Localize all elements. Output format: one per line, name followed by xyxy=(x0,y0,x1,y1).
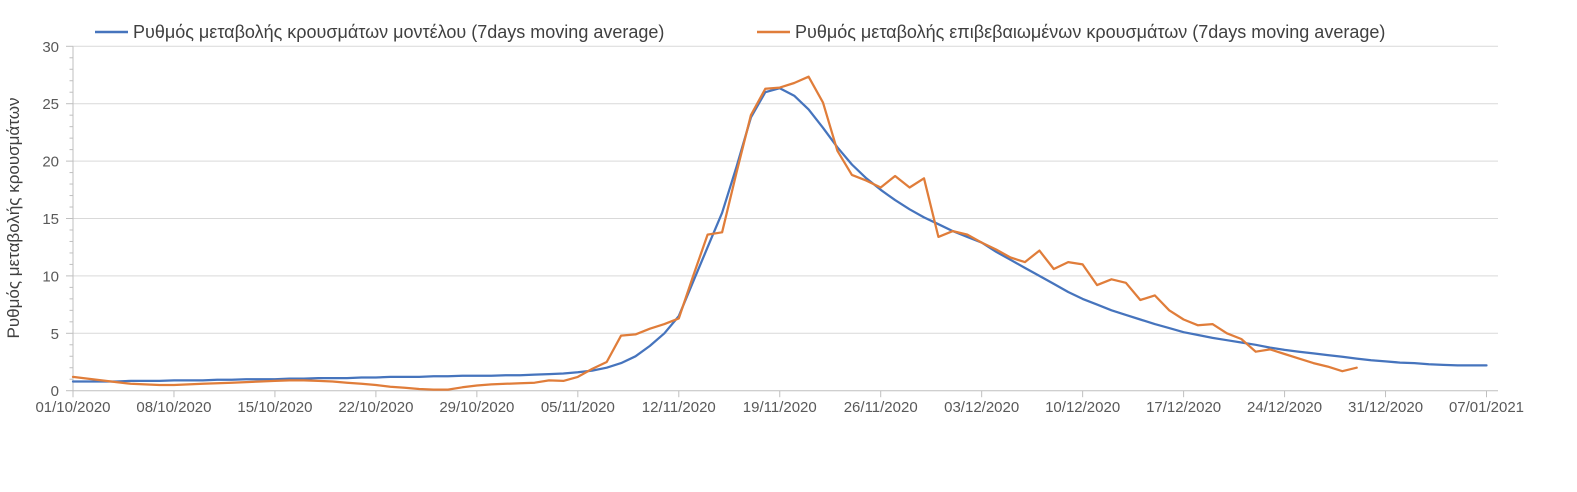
y-axis-tick-labels: 0 5 10 15 20 25 30 xyxy=(42,39,59,400)
y-tick-label-30: 30 xyxy=(42,39,59,56)
data-series xyxy=(71,75,1488,391)
y-tick-label-5: 5 xyxy=(51,326,59,343)
x-tick-label-11: 17/12/2020 xyxy=(1146,399,1221,416)
gridlines xyxy=(73,45,1498,334)
x-tick-label-2: 15/10/2020 xyxy=(237,399,312,416)
x-tick-label-10: 10/12/2020 xyxy=(1045,399,1120,416)
confirmed-series-line xyxy=(71,75,1358,391)
legend-item-model: Ρυθμός μεταβολής κρουσμάτων μοντέλου (7d… xyxy=(95,22,664,42)
legend-label-confirmed: Ρυθμός μεταβολής επιβεβαιωμένων κρουσμάτ… xyxy=(795,22,1385,42)
legend: Ρυθμός μεταβολής κρουσμάτων μοντέλου (7d… xyxy=(95,22,1385,42)
legend-label-model: Ρυθμός μεταβολής κρουσμάτων μοντέλου (7d… xyxy=(133,22,664,42)
x-tick-label-7: 19/11/2020 xyxy=(743,399,817,416)
axes xyxy=(66,45,1498,398)
x-tick-label-9: 03/12/2020 xyxy=(944,399,1019,416)
y-tick-label-20: 20 xyxy=(42,154,59,171)
x-tick-label-6: 12/11/2020 xyxy=(642,399,716,416)
y-tick-label-15: 15 xyxy=(42,211,59,228)
x-tick-label-0: 01/10/2020 xyxy=(35,399,110,416)
x-tick-label-4: 29/10/2020 xyxy=(439,399,514,416)
x-tick-label-14: 07/01/2021 xyxy=(1449,399,1524,416)
y-axis-title: Ρυθμός μεταβολής κρουσμάτων xyxy=(4,98,23,339)
y-tick-label-0: 0 xyxy=(51,383,59,400)
x-axis-tick-labels: 01/10/2020 08/10/2020 15/10/2020 22/10/2020… xyxy=(35,399,1524,416)
legend-item-confirmed: Ρυθμός μεταβολής επιβεβαιωμένων κρουσμάτ… xyxy=(757,22,1385,42)
x-tick-label-12: 24/12/2020 xyxy=(1247,399,1322,416)
y-tick-label-10: 10 xyxy=(42,268,59,285)
y-tick-label-25: 25 xyxy=(42,96,59,113)
x-tick-label-8: 26/11/2020 xyxy=(844,399,918,416)
x-tick-label-13: 31/12/2020 xyxy=(1348,399,1423,416)
x-tick-label-3: 22/10/2020 xyxy=(338,399,413,416)
x-tick-label-1: 08/10/2020 xyxy=(136,399,211,416)
model-series-line xyxy=(71,87,1488,383)
x-tick-label-5: 05/11/2020 xyxy=(541,399,615,416)
